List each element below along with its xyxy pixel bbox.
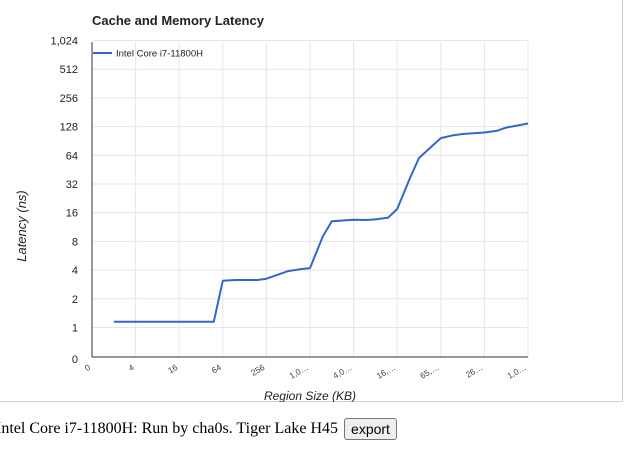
y-tick-label: 2 bbox=[72, 294, 78, 306]
data-point[interactable] bbox=[417, 156, 422, 161]
data-point[interactable] bbox=[386, 215, 391, 220]
data-point[interactable] bbox=[111, 319, 116, 324]
x-tick-label: 1,0… bbox=[287, 362, 310, 381]
data-point[interactable] bbox=[264, 276, 269, 281]
x-tick-label: 65,… bbox=[418, 362, 441, 381]
chart-title: Cache and Memory Latency bbox=[92, 13, 265, 28]
y-tick-label: 128 bbox=[60, 122, 78, 134]
y-tick-label: 1,024 bbox=[50, 36, 78, 48]
data-point[interactable] bbox=[351, 217, 356, 222]
data-point[interactable] bbox=[460, 132, 465, 137]
y-tick-label: 4 bbox=[72, 265, 78, 277]
y-tick-label: 256 bbox=[60, 93, 78, 105]
y-tick-label: 1 bbox=[72, 323, 78, 335]
footer-text: Intel Core i7-11800H: Run by cha0s. Tige… bbox=[0, 420, 339, 437]
data-point[interactable] bbox=[177, 319, 182, 324]
data-point[interactable] bbox=[155, 319, 160, 324]
data-point[interactable] bbox=[504, 125, 509, 130]
data-point[interactable] bbox=[373, 217, 378, 222]
y-axis-title: Latency (ns) bbox=[14, 190, 29, 262]
x-tick-label: 1,0… bbox=[505, 362, 528, 381]
data-point[interactable] bbox=[133, 319, 138, 324]
y-tick-label: 8 bbox=[72, 236, 78, 248]
x-axis-title: Region Size (KB) bbox=[264, 389, 356, 402]
x-tick-labels: 0 4 16 64 256 1,0… 4,0… 16,… 65,… 26… 1,0… bbox=[83, 362, 528, 381]
latency-chart: Cache and Memory Latency 0 1 2 4 8 16 32 64 128 2… bbox=[14, 13, 531, 402]
data-point[interactable] bbox=[408, 176, 413, 181]
x-tick-label: 0 bbox=[83, 362, 92, 373]
data-point[interactable] bbox=[299, 267, 304, 272]
x-tick-label: 64 bbox=[210, 362, 223, 376]
data-point[interactable] bbox=[199, 319, 204, 324]
data-point[interactable] bbox=[211, 319, 216, 324]
x-tick-label: 4 bbox=[126, 362, 135, 373]
data-point[interactable] bbox=[329, 219, 334, 224]
data-point[interactable] bbox=[286, 269, 291, 274]
data-point[interactable] bbox=[451, 133, 456, 138]
footer-bar: Intel Core i7-11800H: Run by cha0s. Tige… bbox=[0, 418, 397, 440]
data-point[interactable] bbox=[438, 136, 443, 141]
x-tick-label: 16 bbox=[166, 362, 179, 376]
data-point[interactable] bbox=[482, 130, 487, 135]
data-point[interactable] bbox=[308, 266, 313, 271]
data-point[interactable] bbox=[242, 278, 247, 283]
data-point[interactable] bbox=[320, 234, 325, 239]
data-point[interactable] bbox=[220, 278, 225, 283]
series-layer bbox=[111, 121, 531, 324]
gridlines bbox=[91, 40, 529, 357]
data-point[interactable] bbox=[395, 207, 400, 212]
x-tick-label: 16,… bbox=[375, 362, 398, 381]
y-tick-label: 512 bbox=[60, 64, 78, 76]
data-point[interactable] bbox=[526, 121, 531, 126]
y-tick-label: 64 bbox=[66, 150, 78, 162]
x-tick-label: 26… bbox=[464, 362, 485, 380]
y-tick-label: 0 bbox=[72, 354, 78, 366]
axes bbox=[91, 42, 528, 358]
chart-frame bbox=[0, 0, 623, 402]
data-point[interactable] bbox=[364, 218, 369, 223]
data-point[interactable] bbox=[342, 218, 347, 223]
data-point[interactable] bbox=[255, 278, 260, 283]
data-point[interactable] bbox=[233, 278, 238, 283]
x-tick-label: 4,0… bbox=[331, 362, 354, 381]
export-button[interactable]: export bbox=[344, 418, 397, 440]
y-tick-label: 32 bbox=[66, 179, 78, 191]
y-tick-label: 16 bbox=[66, 208, 78, 220]
x-tick-label: 256 bbox=[249, 362, 267, 378]
legend[interactable]: Intel Core i7-11800H bbox=[93, 49, 203, 60]
data-point[interactable] bbox=[495, 128, 500, 133]
y-tick-labels: 0 1 2 4 8 16 32 64 128 256 512 1,024 bbox=[50, 36, 78, 367]
series-line[interactable] bbox=[113, 122, 529, 323]
legend-label: Intel Core i7-11800H bbox=[116, 49, 203, 60]
